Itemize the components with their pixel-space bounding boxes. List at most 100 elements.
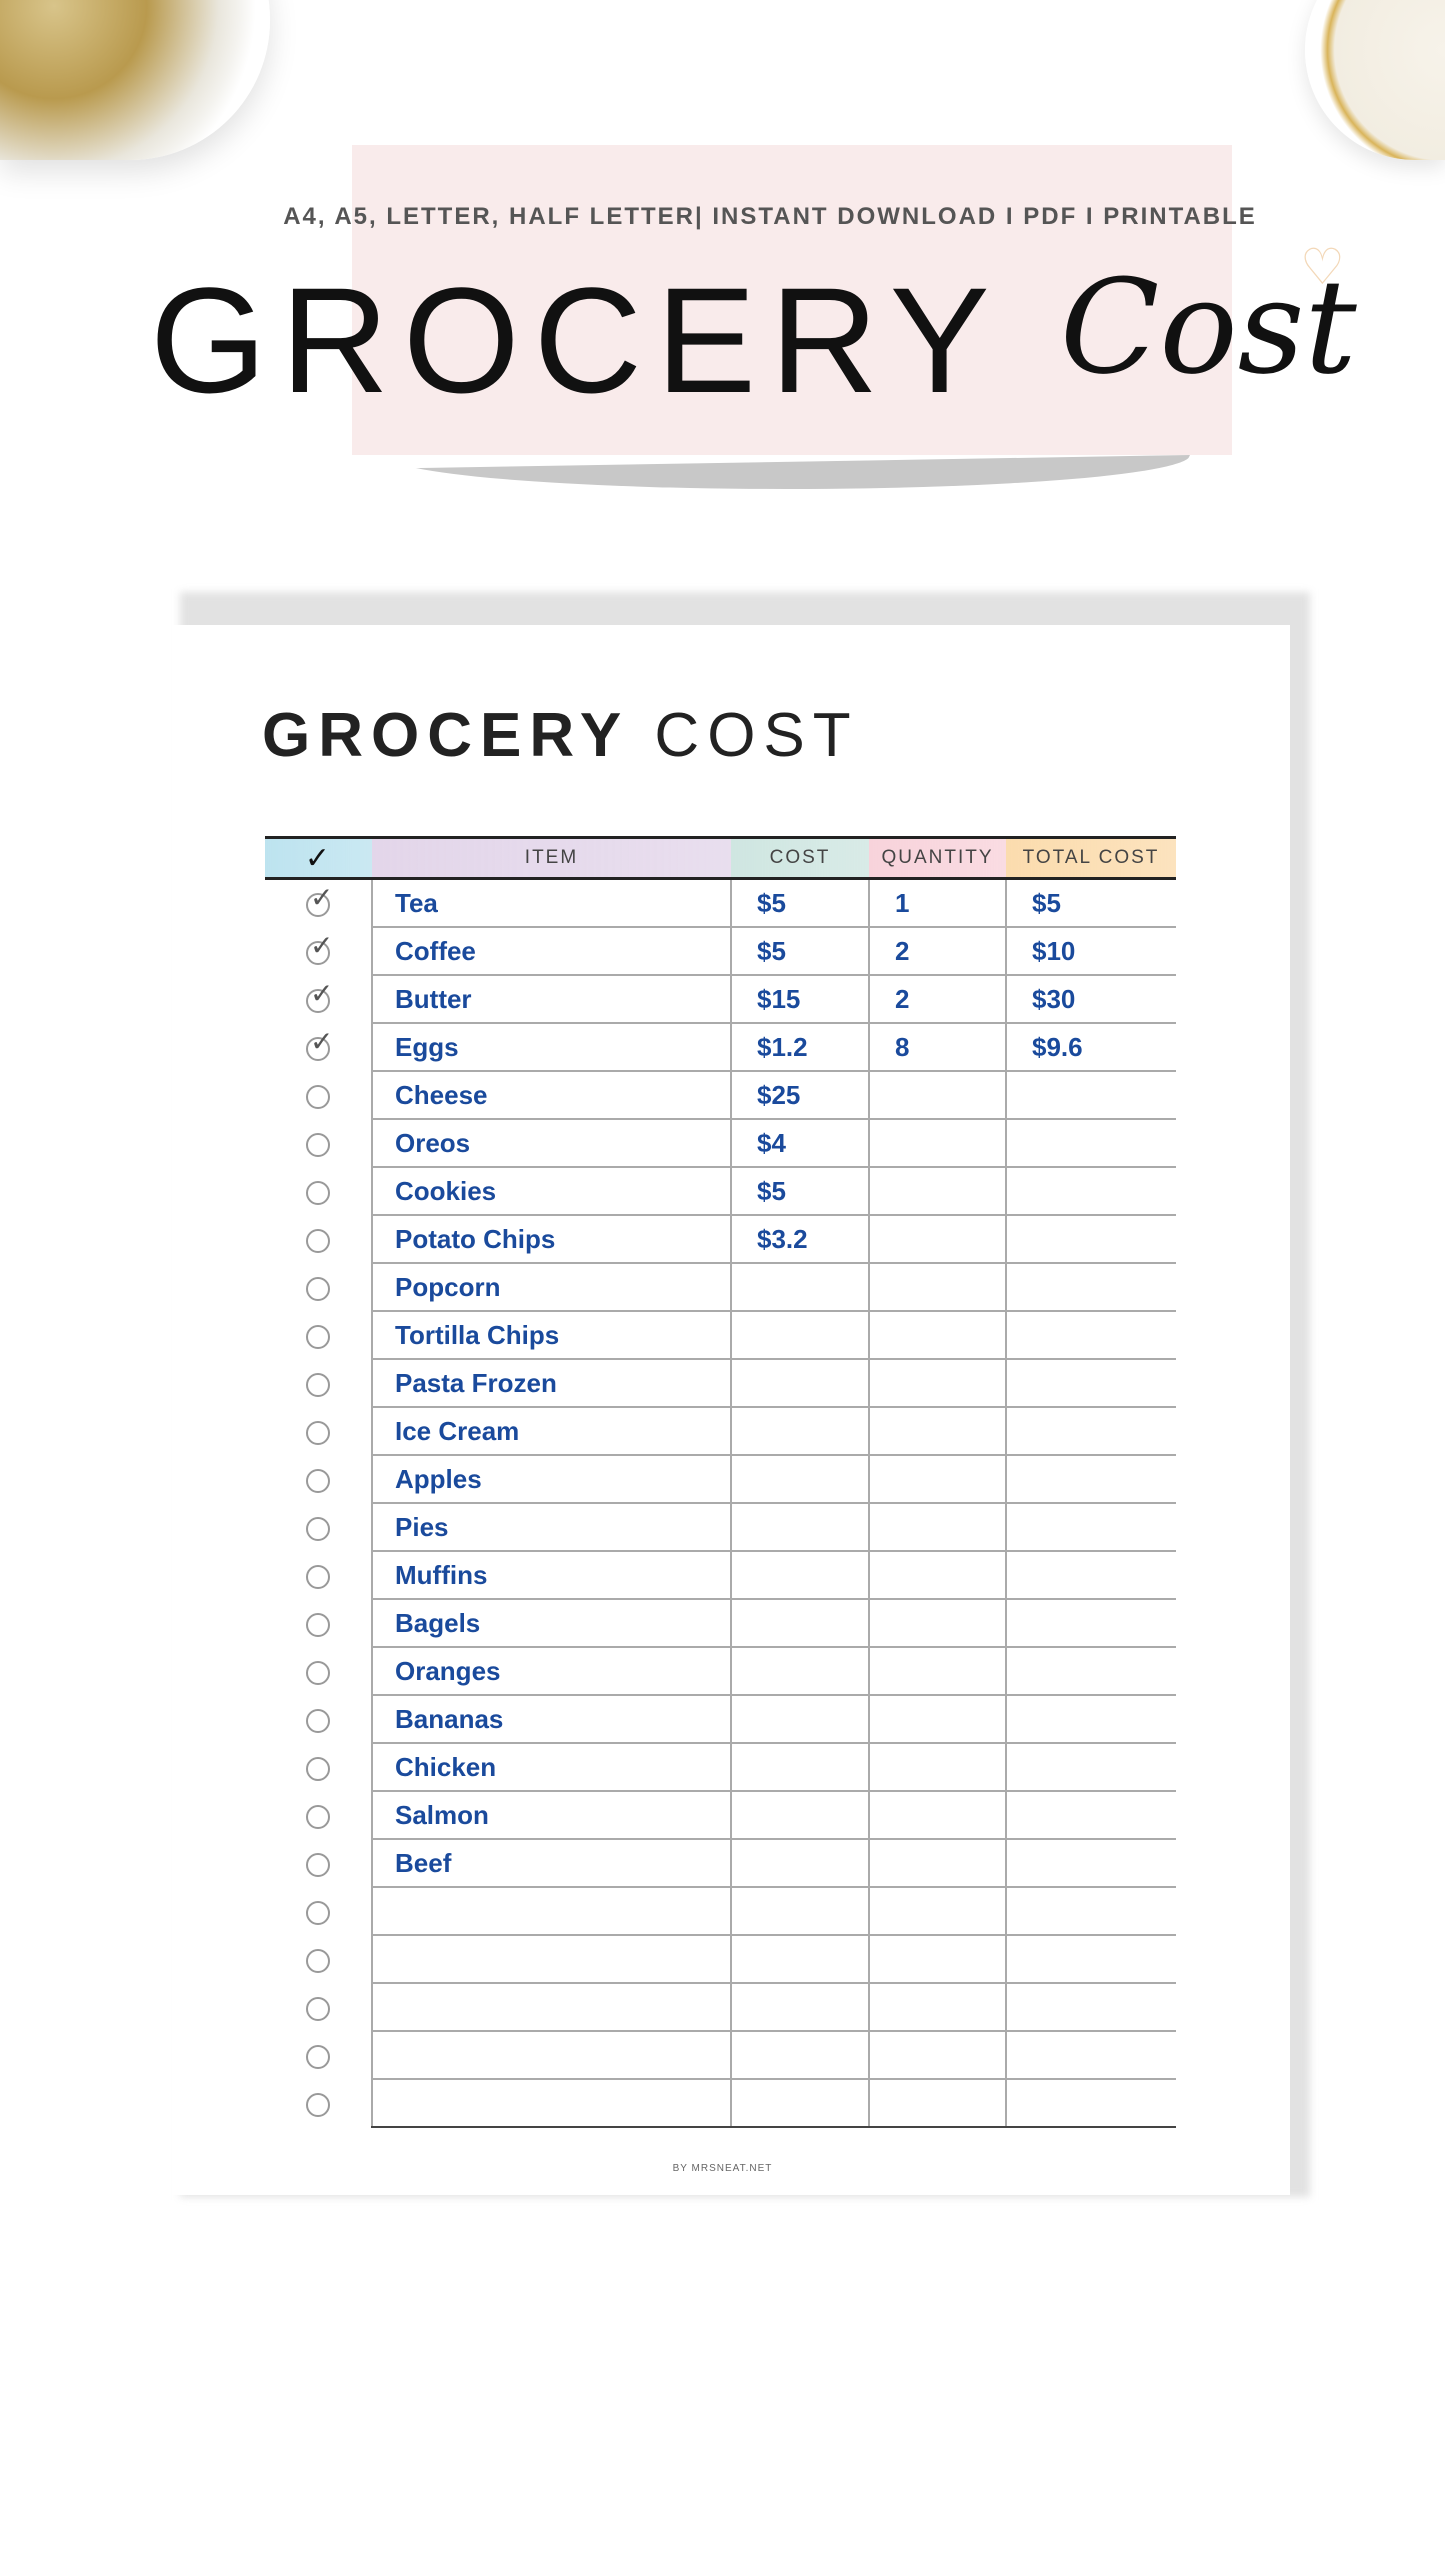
cell-cost[interactable] <box>730 1983 869 2032</box>
cell-item[interactable]: Pies <box>371 1503 731 1552</box>
cell-item[interactable]: Apples <box>371 1455 731 1504</box>
cell-quantity[interactable] <box>868 1791 1006 1840</box>
empty-circle-icon[interactable] <box>306 1996 330 2021</box>
cell-quantity[interactable] <box>868 1887 1006 1936</box>
cell-total[interactable] <box>1005 1887 1176 1936</box>
cell-total[interactable] <box>1005 1167 1176 1216</box>
checked-circle-icon[interactable]: ✓ <box>306 929 333 965</box>
cell-total[interactable] <box>1005 1743 1176 1792</box>
cell-cost[interactable]: $25 <box>730 1071 869 1120</box>
empty-circle-icon[interactable] <box>306 1660 330 1685</box>
cell-cost[interactable] <box>730 1599 869 1648</box>
empty-circle-icon[interactable] <box>306 1708 330 1733</box>
cell-item[interactable] <box>371 1887 731 1936</box>
cell-total[interactable] <box>1005 1647 1176 1696</box>
empty-circle-icon[interactable] <box>306 1084 330 1109</box>
cell-total[interactable] <box>1005 1503 1176 1552</box>
cell-item[interactable] <box>371 2031 731 2080</box>
cell-item[interactable]: Coffee <box>371 927 731 976</box>
cell-total[interactable] <box>1005 1215 1176 1264</box>
cell-quantity[interactable] <box>868 2079 1006 2128</box>
cell-total[interactable] <box>1005 1119 1176 1168</box>
empty-circle-icon[interactable] <box>306 1276 330 1301</box>
cell-total[interactable]: $9.6 <box>1005 1023 1176 1072</box>
empty-circle-icon[interactable] <box>306 1852 330 1877</box>
cell-item[interactable]: Ice Cream <box>371 1407 731 1456</box>
cell-cost[interactable] <box>730 1455 869 1504</box>
cell-quantity[interactable] <box>868 1551 1006 1600</box>
empty-circle-icon[interactable] <box>306 1564 330 1589</box>
cell-cost[interactable] <box>730 1695 869 1744</box>
cell-quantity[interactable] <box>868 1407 1006 1456</box>
cell-quantity[interactable] <box>868 1071 1006 1120</box>
cell-item[interactable] <box>371 1935 731 1984</box>
cell-quantity[interactable]: 2 <box>868 927 1006 976</box>
cell-quantity[interactable] <box>868 1599 1006 1648</box>
cell-total[interactable] <box>1005 1983 1176 2032</box>
cell-cost[interactable] <box>730 1503 869 1552</box>
cell-cost[interactable] <box>730 1359 869 1408</box>
cell-item[interactable]: Butter <box>371 975 731 1024</box>
cell-quantity[interactable]: 8 <box>868 1023 1006 1072</box>
checked-circle-icon[interactable]: ✓ <box>306 1025 333 1061</box>
cell-cost[interactable] <box>730 2031 869 2080</box>
cell-total[interactable] <box>1005 1935 1176 1984</box>
cell-item[interactable]: Beef <box>371 1839 731 1888</box>
cell-item[interactable]: Cheese <box>371 1071 731 1120</box>
cell-item[interactable]: Salmon <box>371 1791 731 1840</box>
cell-quantity[interactable] <box>868 1647 1006 1696</box>
cell-quantity[interactable] <box>868 1311 1006 1360</box>
empty-circle-icon[interactable] <box>306 1804 330 1829</box>
cell-cost[interactable] <box>730 1887 869 1936</box>
cell-item[interactable]: Bagels <box>371 1599 731 1648</box>
cell-item[interactable]: Popcorn <box>371 1263 731 1312</box>
cell-cost[interactable]: $4 <box>730 1119 869 1168</box>
cell-total[interactable] <box>1005 2079 1176 2128</box>
empty-circle-icon[interactable] <box>306 1372 330 1397</box>
cell-cost[interactable]: $1.2 <box>730 1023 869 1072</box>
cell-item[interactable]: Muffins <box>371 1551 731 1600</box>
cell-total[interactable]: $30 <box>1005 975 1176 1024</box>
empty-circle-icon[interactable] <box>306 2044 330 2069</box>
empty-circle-icon[interactable] <box>306 2092 330 2117</box>
empty-circle-icon[interactable] <box>306 1324 330 1349</box>
cell-total[interactable]: $10 <box>1005 927 1176 976</box>
cell-item[interactable] <box>371 1983 731 2032</box>
cell-quantity[interactable] <box>868 1167 1006 1216</box>
cell-cost[interactable] <box>730 1551 869 1600</box>
cell-total[interactable]: $5 <box>1005 878 1176 928</box>
cell-quantity[interactable] <box>868 2031 1006 2080</box>
cell-item[interactable]: Chicken <box>371 1743 731 1792</box>
cell-item[interactable]: Cookies <box>371 1167 731 1216</box>
empty-circle-icon[interactable] <box>306 1516 330 1541</box>
cell-total[interactable] <box>1005 1359 1176 1408</box>
cell-cost[interactable]: $5 <box>730 878 869 928</box>
cell-item[interactable]: Oranges <box>371 1647 731 1696</box>
empty-circle-icon[interactable] <box>306 1756 330 1781</box>
cell-item[interactable]: Tortilla Chips <box>371 1311 731 1360</box>
cell-quantity[interactable] <box>868 1743 1006 1792</box>
cell-quantity[interactable] <box>868 1695 1006 1744</box>
cell-quantity[interactable] <box>868 1455 1006 1504</box>
cell-item[interactable]: Eggs <box>371 1023 731 1072</box>
cell-item[interactable]: Potato Chips <box>371 1215 731 1264</box>
cell-total[interactable] <box>1005 1791 1176 1840</box>
cell-item[interactable]: Bananas <box>371 1695 731 1744</box>
cell-cost[interactable]: $3.2 <box>730 1215 869 1264</box>
cell-item[interactable]: Oreos <box>371 1119 731 1168</box>
cell-quantity[interactable] <box>868 1215 1006 1264</box>
empty-circle-icon[interactable] <box>306 1180 330 1205</box>
cell-total[interactable] <box>1005 1695 1176 1744</box>
cell-quantity[interactable] <box>868 1119 1006 1168</box>
cell-cost[interactable] <box>730 1407 869 1456</box>
empty-circle-icon[interactable] <box>306 1132 330 1157</box>
cell-cost[interactable] <box>730 1935 869 1984</box>
empty-circle-icon[interactable] <box>306 1948 330 1973</box>
cell-cost[interactable]: $5 <box>730 1167 869 1216</box>
cell-cost[interactable] <box>730 1311 869 1360</box>
cell-cost[interactable]: $5 <box>730 927 869 976</box>
cell-total[interactable] <box>1005 1599 1176 1648</box>
empty-circle-icon[interactable] <box>306 1900 330 1925</box>
cell-cost[interactable]: $15 <box>730 975 869 1024</box>
checked-circle-icon[interactable]: ✓ <box>306 881 333 918</box>
